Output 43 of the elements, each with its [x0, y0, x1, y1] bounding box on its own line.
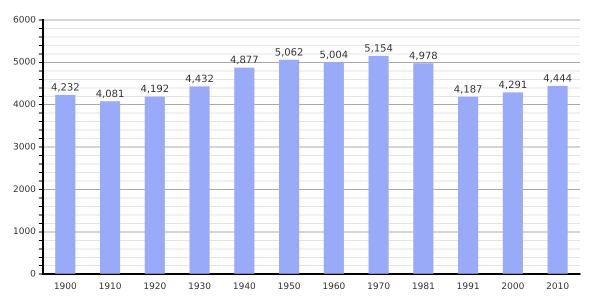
- data-label: 4,432: [185, 74, 214, 86]
- x-tick-label: 1910: [98, 282, 122, 292]
- data-label: 4,877: [230, 55, 259, 66]
- x-tick-label: 1920: [143, 282, 167, 292]
- bar: [234, 68, 254, 274]
- data-label: 4,978: [409, 50, 438, 62]
- bar: [502, 92, 523, 274]
- data-label: 4,291: [498, 80, 528, 91]
- bar: [100, 101, 120, 274]
- bar: [368, 56, 389, 274]
- x-tick-label: 2000: [501, 282, 525, 292]
- bar: [279, 60, 300, 274]
- data-label: 5,154: [364, 43, 393, 54]
- y-tick-label: 0: [30, 270, 36, 280]
- y-tick-label: 2000: [13, 184, 36, 195]
- x-tick-label: 2010: [546, 282, 570, 292]
- data-label: 4,192: [140, 84, 170, 96]
- bar: [413, 63, 434, 274]
- x-tick-label: 1940: [232, 282, 256, 292]
- bar: [189, 86, 210, 274]
- y-tick-label: 3000: [13, 142, 36, 152]
- bar: [324, 62, 344, 274]
- y-tick-label: 4000: [13, 100, 36, 110]
- x-tick-label: 1950: [278, 282, 301, 292]
- bar: [144, 96, 165, 274]
- x-tick-label: 1981: [412, 282, 435, 292]
- data-label: 4,232: [50, 82, 80, 94]
- data-label: 4,081: [96, 88, 124, 100]
- x-tick-label: 1930: [188, 282, 212, 292]
- bar: [548, 86, 568, 274]
- x-tick-label: 1900: [54, 282, 78, 292]
- data-label: 5,062: [274, 47, 304, 58]
- data-label: 4,444: [543, 74, 572, 85]
- x-tick-label: 1970: [367, 282, 390, 292]
- data-label: 5,004: [320, 50, 348, 61]
- data-label: 4,187: [454, 84, 482, 96]
- y-tick-label: 1000: [13, 227, 36, 238]
- y-tick-label: 6000: [13, 15, 36, 26]
- y-tick-label: 5000: [13, 58, 36, 68]
- x-tick-label: 1991: [456, 282, 480, 292]
- x-tick-label: 1960: [322, 282, 346, 292]
- bar: [458, 96, 478, 274]
- bar: [55, 94, 76, 274]
